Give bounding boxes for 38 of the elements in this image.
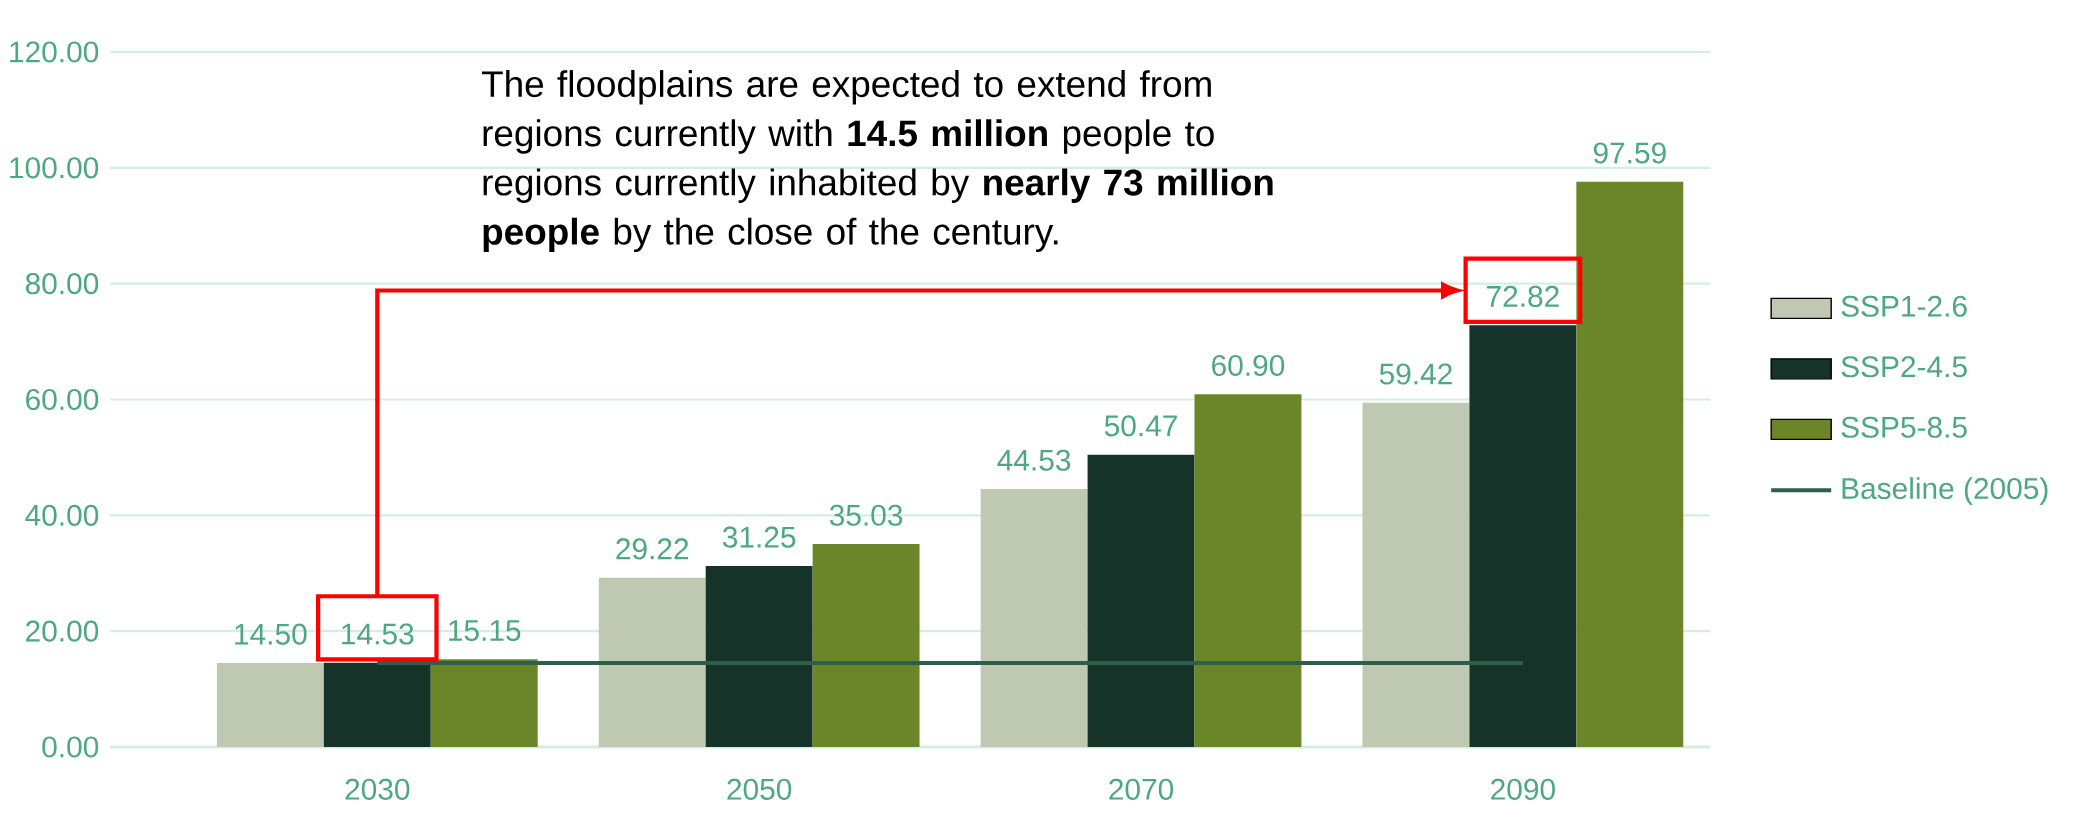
y-tick-label: 60.00 <box>26 388 99 411</box>
data-label: 72.82 <box>1487 285 1559 307</box>
data-label: 60.90 <box>1212 354 1285 376</box>
data-label: 31.25 <box>722 526 796 548</box>
y-tick-label: 40.00 <box>25 504 99 526</box>
bar <box>1194 394 1302 747</box>
legend-label: Baseline (2005) <box>1842 477 2048 505</box>
text: The floodplains are expected to extend from regions currently with 14.5 million people to regions currently inhabited by nearly 73 million people by the close of the century. <box>481 70 1273 253</box>
y-tick-label: 100.00 <box>10 157 99 179</box>
y-tick-label: 0.00 <box>42 736 99 758</box>
data-label: 97.59 <box>1593 142 1666 164</box>
data-label: 59.42 <box>1379 363 1452 385</box>
y-tick-label: 120.00 <box>10 41 99 63</box>
y-tick-label: 80.00 <box>25 273 99 295</box>
bar <box>980 489 1088 747</box>
bar <box>705 566 813 747</box>
bar <box>216 663 324 747</box>
bar <box>812 544 920 747</box>
data-label: 44.53 <box>997 449 1071 471</box>
data-label: 50.47 <box>1104 415 1177 437</box>
bar <box>1087 454 1195 747</box>
bar <box>598 577 706 747</box>
y-tick-label: 20.00 <box>26 620 99 642</box>
data-label: 35.03 <box>829 504 903 526</box>
legend-label: SSP1-2.6 <box>1841 295 1967 317</box>
x-tick-label: 2030 <box>345 778 410 800</box>
x-tick-label: 2070 <box>1109 778 1174 800</box>
bar <box>1362 402 1470 747</box>
x-tick-label: 2090 <box>1491 778 1555 800</box>
data-label: 15.15 <box>449 620 521 641</box>
data-label: 14.50 <box>235 623 307 645</box>
data-label: 14.53 <box>342 623 414 645</box>
data-label: 29.22 <box>616 538 689 560</box>
legend-label: SSP5-8.5 <box>1841 416 1967 438</box>
bar <box>1576 181 1684 747</box>
legend-label: SSP2-4.5 <box>1841 356 1967 378</box>
x-tick-label: 2050 <box>727 778 792 800</box>
bar <box>430 659 538 747</box>
